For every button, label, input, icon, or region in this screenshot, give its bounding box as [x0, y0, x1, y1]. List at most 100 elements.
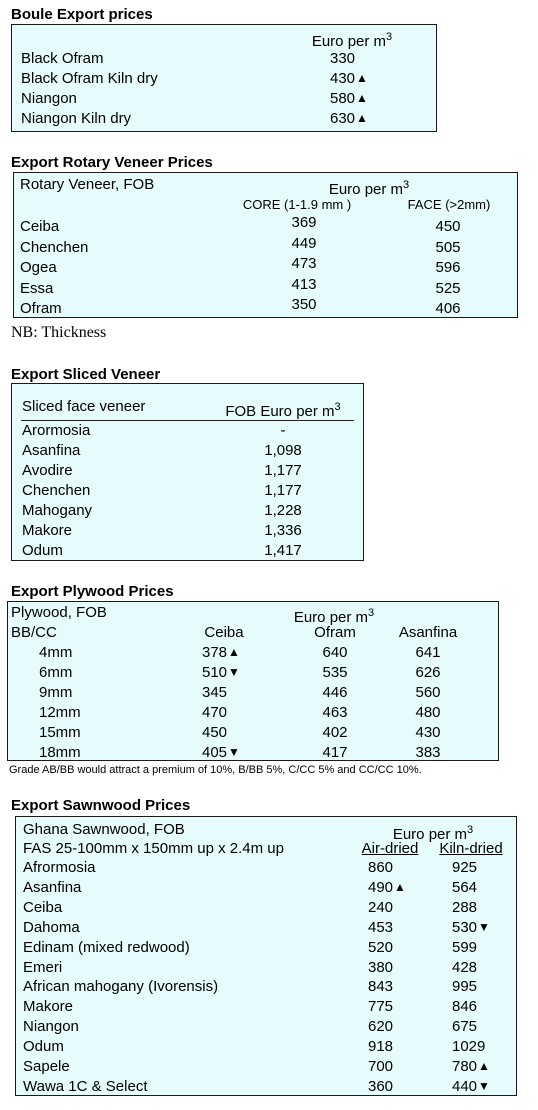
plywood-row-ceiba: 378▲ — [202, 644, 240, 661]
arrow-down-icon: ▼ — [478, 1078, 490, 1093]
sliced-row-price: 1,417 — [264, 542, 302, 559]
sliced-title: Export Sliced Veneer — [11, 366, 161, 383]
arrow-up-icon: ▲ — [478, 1059, 490, 1073]
plywood-row-ofram: 463 — [322, 704, 348, 721]
plywood-row-ofram: 535 — [322, 664, 348, 681]
sawnwood-row-air: 918 — [368, 1038, 394, 1056]
sawnwood-row-air: 843 — [368, 978, 394, 996]
rotary-row-name: Ofram — [20, 300, 62, 317]
rotary-col-face: FACE (>2mm) — [407, 197, 491, 212]
rotary-row-face: 525 — [435, 279, 461, 297]
rotary-title: Export Rotary Veneer Prices — [11, 154, 213, 171]
boule-table: Euro per m3 Black Ofram 330 Black Ofram Ki… — [11, 24, 437, 132]
rotary-row-face: 596 — [435, 259, 461, 276]
sawnwood-row-name: Sapele — [23, 1058, 70, 1075]
sawnwood-row-kiln: 564 — [452, 878, 478, 896]
rotary-row-name: Ceiba — [20, 218, 60, 235]
sliced-row-price: 1,228 — [264, 502, 302, 519]
boule-title: Boule Export prices — [11, 6, 153, 23]
plywood-row-ceiba: 470 — [202, 704, 228, 721]
rotary-table: Rotary Veneer, FOB Euro per m3 CORE (1-1… — [13, 172, 518, 318]
rotary-row-core: 473 — [291, 255, 317, 272]
sawnwood-row-air: 360 — [368, 1077, 394, 1095]
rotary-row-face: 505 — [435, 238, 461, 256]
boule-row-price: 330 — [330, 50, 356, 67]
plywood-row-asanfina: 383 — [415, 744, 441, 761]
sliced-row-name: Arormosia — [22, 422, 91, 439]
arrow-up-icon: ▲ — [394, 879, 406, 894]
plywood-row-ceiba: 510▼ — [202, 664, 240, 681]
boule-row-price: 630▲ — [330, 110, 368, 127]
plywood-row-asanfina: 626 — [415, 664, 441, 681]
plywood-row-ceiba: 405▼ — [202, 744, 240, 761]
plywood-row-ofram: 417 — [322, 744, 348, 761]
sawnwood-row-kiln: 440▼ — [452, 1077, 490, 1095]
plywood-row-asanfina: 480 — [415, 704, 441, 721]
rotary-unit-header: Euro per m3 — [328, 179, 410, 198]
sawnwood-row-kiln: 925 — [452, 859, 478, 876]
sawnwood-row-air: 775 — [368, 998, 394, 1016]
boule-row-price: 430▲ — [330, 70, 368, 87]
plywood-row-size: 18mm — [39, 744, 81, 761]
sawnwood-row-name: Wawa 1C & Select — [23, 1077, 148, 1095]
plywood-row-asanfina: 430 — [415, 724, 441, 741]
sawnwood-row-air: 620 — [368, 1018, 394, 1036]
rotary-col-core: CORE (1-1.9 mm ) — [242, 197, 352, 212]
sawnwood-row-name: Dahoma — [23, 918, 80, 936]
sawnwood-row-name: Odum — [23, 1038, 64, 1056]
sliced-row-name: Avodire — [22, 462, 73, 479]
boule-row-name: Niangon Kiln dry — [21, 110, 132, 127]
sliced-row-name: Chenchen — [22, 482, 91, 499]
sawnwood-row-kiln: 530▼ — [452, 918, 490, 936]
plywood-title: Export Plywood Prices — [11, 583, 174, 600]
plywood-row-ofram: 402 — [322, 724, 348, 741]
plywood-row-size: 12mm — [39, 704, 81, 721]
sliced-row-price: - — [280, 422, 286, 439]
sliced-unit-header: FOB Euro per m3 — [225, 401, 341, 420]
boule-row-name: Black Ofram — [21, 50, 104, 67]
sawnwood-row-kiln: 675 — [452, 1018, 478, 1036]
plywood-col-ceiba: Ceiba — [204, 624, 244, 641]
rotary-row-core: 413 — [291, 275, 317, 293]
arrow-up-icon: ▲ — [228, 645, 240, 659]
rotary-row-core: 449 — [291, 234, 317, 252]
sawnwood-row-name: Afrormosia — [23, 859, 96, 876]
sawnwood-row-air: 453 — [368, 918, 394, 936]
arrow-down-icon: ▼ — [478, 919, 490, 934]
plywood-table: Plywood, FOB Euro per m3 BB/CC Ceiba Ofr… — [7, 601, 499, 761]
sawnwood-row-kiln: 599 — [452, 938, 478, 956]
sliced-row-name: Odum — [22, 542, 63, 559]
sawnwood-row-name: Niangon — [23, 1018, 79, 1036]
sawnwood-row-name: Edinam (mixed redwood) — [23, 938, 190, 956]
sawnwood-row-air: 700 — [368, 1058, 394, 1075]
sawnwood-unit-header: Euro per m3 — [392, 824, 474, 843]
sliced-table: Sliced face veneer FOB Euro per m3 Arorm… — [11, 383, 364, 561]
sawnwood-row-air: 490▲ — [368, 878, 406, 896]
plywood-row-size: 15mm — [39, 724, 81, 741]
sawnwood-row-name: Makore — [23, 998, 74, 1016]
sawnwood-col-air: Air-dried — [361, 840, 419, 857]
boule-unit-header: Euro per m3 — [311, 31, 393, 50]
rotary-row-name: Essa — [20, 279, 54, 297]
rotary-header-label: Rotary Veneer, FOB — [20, 176, 155, 193]
plywood-col-asanfina: Asanfina — [398, 624, 458, 641]
arrow-up-icon: ▲ — [356, 71, 368, 85]
sawnwood-row-kiln: 1029 — [452, 1038, 486, 1056]
plywood-row-ofram: 640 — [322, 644, 348, 661]
rotary-row-name: Chenchen — [20, 238, 89, 256]
plywood-col-ofram: Ofram — [314, 624, 356, 641]
sawnwood-row-kiln: 780▲ — [452, 1058, 490, 1075]
boule-row-name: Niangon — [21, 90, 77, 107]
sawnwood-table: Ghana Sawnwood, FOB Euro per m3 FAS 25-1… — [15, 816, 517, 1096]
sliced-row-name: Makore — [22, 522, 73, 539]
plywood-note: Grade AB/BB would attract a premium of 1… — [9, 764, 422, 776]
rotary-row-face: 406 — [435, 300, 461, 317]
sawnwood-row-kiln: 846 — [452, 998, 478, 1016]
sawnwood-row-air: 380 — [368, 958, 394, 976]
arrow-up-icon: ▲ — [356, 111, 368, 125]
sliced-row-name: Mahogany — [22, 502, 93, 519]
sawnwood-row-kiln: 428 — [452, 958, 478, 976]
plywood-row-ceiba: 345 — [202, 684, 228, 701]
sawnwood-spec: FAS 25-100mm x 150mm up x 2.4m up — [23, 840, 284, 857]
rotary-row-core: 350 — [291, 296, 317, 313]
